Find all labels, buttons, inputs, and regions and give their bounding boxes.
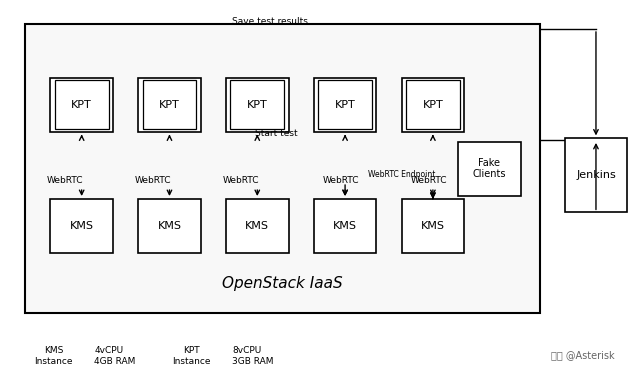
Text: KMS: KMS: [245, 221, 269, 231]
Text: KPT: KPT: [422, 100, 444, 110]
Text: WebRTC: WebRTC: [323, 176, 360, 185]
Text: Save test results: Save test results: [232, 17, 308, 26]
Text: WebRTC: WebRTC: [223, 176, 259, 185]
Text: Fake
Clients: Fake Clients: [472, 158, 506, 180]
Text: Start test: Start test: [255, 129, 298, 138]
Bar: [458, 142, 521, 195]
Bar: [318, 80, 372, 129]
Text: 8vCPU
3GB RAM: 8vCPU 3GB RAM: [232, 347, 274, 366]
Text: 头条 @Asterisk: 头条 @Asterisk: [551, 350, 615, 360]
Text: WebRTC Endpoint: WebRTC Endpoint: [368, 170, 435, 180]
Bar: [54, 80, 109, 129]
Text: KMS: KMS: [421, 221, 445, 231]
Bar: [163, 344, 220, 369]
Bar: [138, 78, 201, 132]
Bar: [230, 80, 284, 129]
Bar: [406, 80, 460, 129]
Text: Jenkins: Jenkins: [576, 170, 616, 180]
Bar: [143, 80, 196, 129]
Bar: [25, 344, 82, 369]
Bar: [168, 346, 215, 366]
Text: KMS: KMS: [70, 221, 93, 231]
Bar: [314, 199, 376, 253]
Bar: [314, 78, 376, 132]
Text: KPT: KPT: [71, 100, 92, 110]
Text: KPT: KPT: [335, 100, 355, 110]
Bar: [564, 138, 627, 212]
Text: KPT: KPT: [247, 100, 268, 110]
Text: WebRTC: WebRTC: [135, 176, 172, 185]
Text: KPT
Instance: KPT Instance: [172, 347, 211, 366]
Text: KPT: KPT: [159, 100, 180, 110]
Text: OpenStack IaaS: OpenStack IaaS: [222, 276, 342, 291]
Bar: [51, 78, 113, 132]
Text: 4vCPU
4GB RAM: 4vCPU 4GB RAM: [94, 347, 136, 366]
Text: KMS
Instance: KMS Instance: [34, 347, 73, 366]
Text: WebRTC: WebRTC: [47, 176, 84, 185]
Bar: [51, 199, 113, 253]
Bar: [401, 199, 464, 253]
Bar: [226, 78, 289, 132]
Bar: [226, 199, 289, 253]
Bar: [138, 199, 201, 253]
Bar: [401, 78, 464, 132]
Text: WebRTC: WebRTC: [411, 176, 447, 185]
Text: KMS: KMS: [333, 221, 357, 231]
Text: KMS: KMS: [157, 221, 182, 231]
Bar: [25, 24, 540, 313]
